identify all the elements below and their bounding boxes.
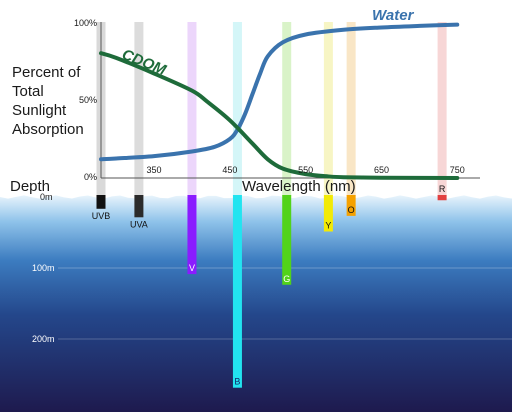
x-tick-650: 650 <box>374 165 389 175</box>
chart-column-y <box>323 22 333 196</box>
depth-bar-o <box>346 195 356 216</box>
chart-title-line-3: Sunlight <box>12 102 67 119</box>
x-axis-label: Wavelength (nm) <box>242 178 356 195</box>
depth-bar-uvb <box>96 195 106 209</box>
depth-bar-v <box>187 195 197 275</box>
x-tick-450: 450 <box>222 165 237 175</box>
depth-bar-label-g: G <box>283 274 290 284</box>
depth-tick-100m: 100m <box>32 263 55 273</box>
depth-bar-label-uvb: UVB <box>92 211 111 221</box>
x-tick-750: 750 <box>450 165 465 175</box>
chart-title-line-1: Percent of <box>12 64 81 81</box>
chart-column-v <box>187 22 197 196</box>
water-series-label: Water <box>372 7 415 24</box>
depth-bar-r <box>437 195 447 201</box>
chart-column-r <box>437 22 447 196</box>
depth-label: Depth <box>10 178 50 195</box>
depth-tick-200m: 200m <box>32 334 55 344</box>
chart-column-b <box>232 22 242 196</box>
cdom-series-label: CDOM <box>120 46 169 79</box>
water-absorption-curve <box>99 22 460 162</box>
x-tick-labels: 350 450 550 650 750 <box>147 165 465 175</box>
chart-title-line-4: Absorption <box>12 121 84 138</box>
x-tick-350: 350 <box>147 165 162 175</box>
chart-title-line-2: Total <box>12 83 44 100</box>
depth-bar-uva <box>134 195 144 218</box>
y-tick-50: 50% <box>79 95 97 105</box>
chart-column-o <box>346 22 356 196</box>
depth-bar-label-b: B <box>234 377 240 387</box>
cdom-absorption-curve <box>99 51 460 180</box>
depth-bar-label-v: V <box>189 263 195 273</box>
depth-bar-y <box>323 195 333 232</box>
chart-column-g <box>282 22 292 196</box>
chart-column-uva <box>134 22 144 196</box>
ocean-water <box>0 195 512 412</box>
depth-bar-b <box>232 195 242 388</box>
y-tick-100: 100% <box>74 18 97 28</box>
light-penetration-bars: UVB UVA V B G Y O R <box>92 184 447 388</box>
depth-bar-label-o: O <box>348 205 355 215</box>
depth-tick-0m: 0m <box>40 192 53 202</box>
depth-bar-label-r: R <box>439 184 446 194</box>
depth-bar-label-uva: UVA <box>130 219 148 229</box>
depth-bar-label-y: Y <box>325 221 331 231</box>
x-tick-550: 550 <box>298 165 313 175</box>
depth-bar-g <box>282 195 292 285</box>
y-tick-0: 0% <box>84 172 97 182</box>
